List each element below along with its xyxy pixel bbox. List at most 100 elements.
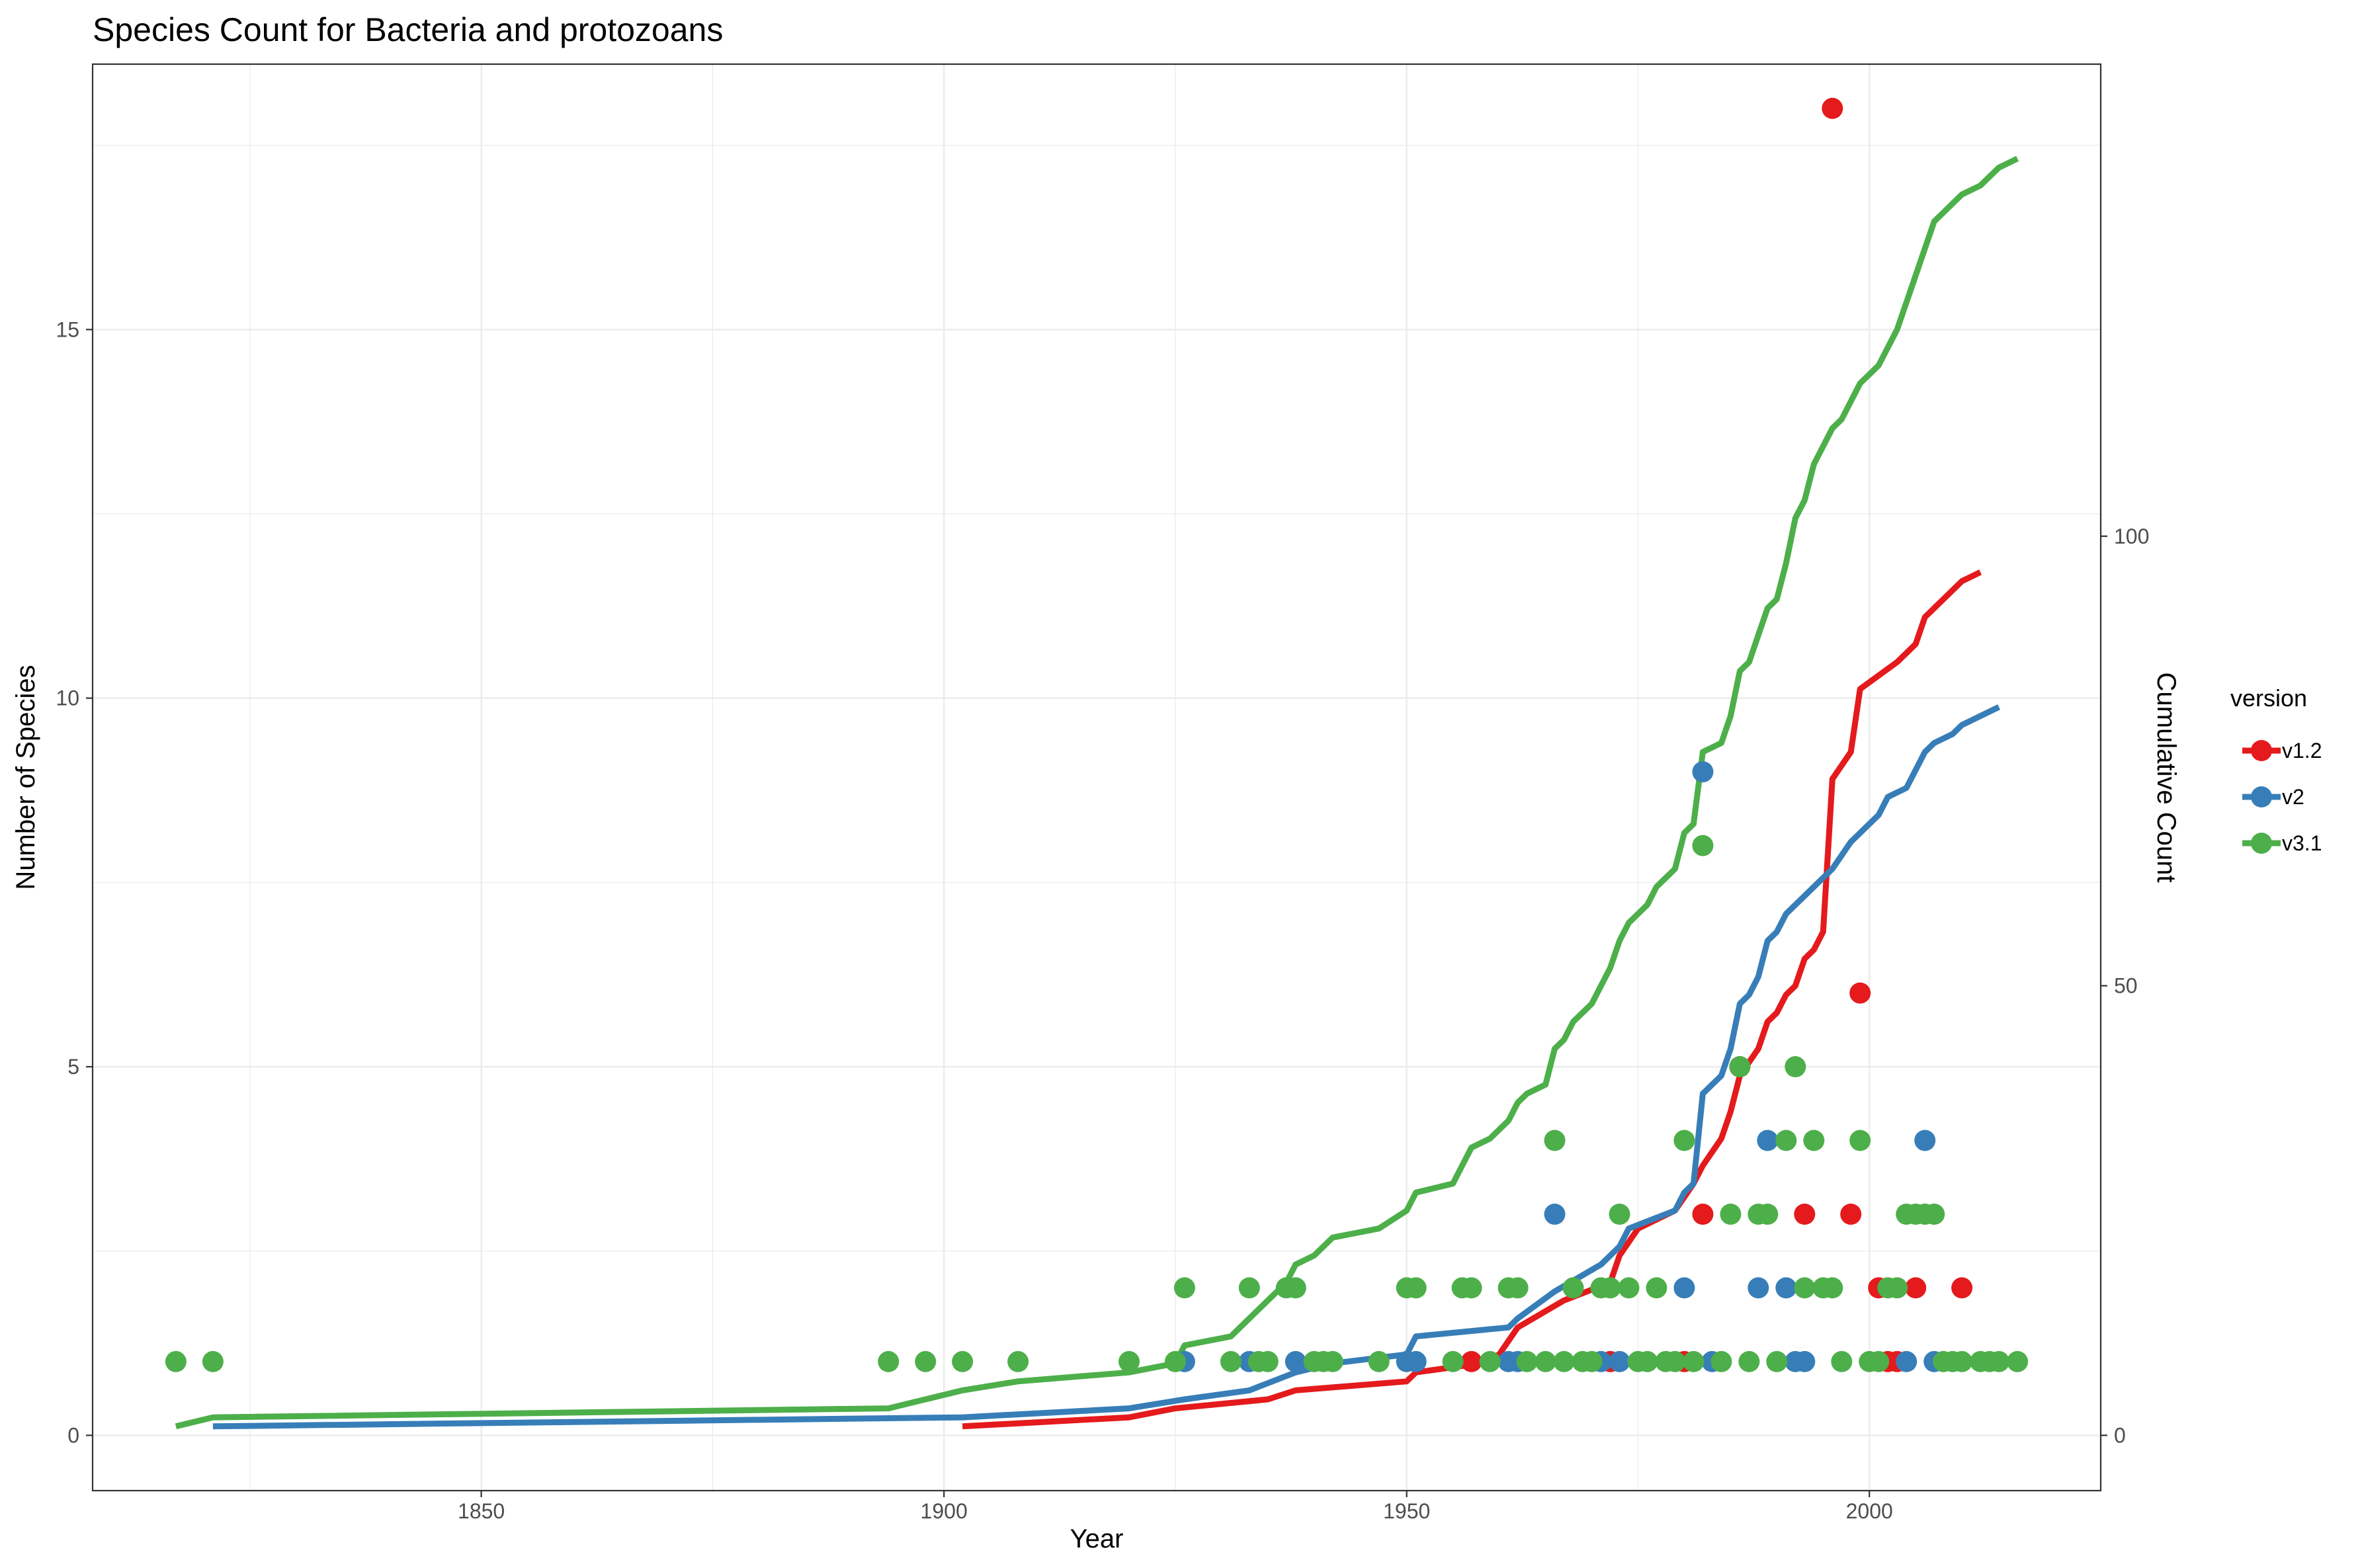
legend-key-point <box>2251 740 2272 761</box>
y-axis-title: Number of Species <box>11 665 40 889</box>
point-v1-2 <box>1849 982 1871 1004</box>
x-tick-label: 2000 <box>1846 1499 1893 1523</box>
point-v3-1 <box>1738 1350 1760 1372</box>
y-axis-right: 0 50 100 <box>2101 524 2149 1447</box>
point-v3-1 <box>1544 1130 1566 1151</box>
x-tick-label: 1900 <box>921 1499 968 1523</box>
point-v3-1 <box>1988 1350 2010 1372</box>
legend-key-v2 <box>2242 786 2281 807</box>
point-v3-1 <box>1535 1350 1556 1372</box>
point-v2 <box>1794 1350 1816 1372</box>
point-v2 <box>1673 1277 1695 1299</box>
point-v3-1 <box>1285 1277 1306 1299</box>
point-v2 <box>1748 1277 1769 1299</box>
point-v1-2 <box>1840 1204 1862 1225</box>
y-tick-label: 0 <box>67 1423 79 1447</box>
point-v3-1 <box>1673 1130 1695 1151</box>
point-v3-1 <box>1322 1350 1343 1372</box>
point-v3-1 <box>1775 1130 1797 1151</box>
y-tick-label: 15 <box>56 317 79 341</box>
y-tick-label: 10 <box>56 686 79 710</box>
point-v1-2 <box>1951 1277 1973 1299</box>
point-v2 <box>1285 1350 1306 1372</box>
point-v3-1 <box>1405 1277 1427 1299</box>
point-v3-1 <box>1599 1277 1621 1299</box>
point-v3-1 <box>1951 1350 1973 1372</box>
point-v3-1 <box>1923 1204 1945 1225</box>
point-v3-1 <box>952 1350 974 1372</box>
point-v3-1 <box>1636 1350 1658 1372</box>
point-v3-1 <box>1664 1350 1686 1372</box>
point-v3-1 <box>1822 1277 1843 1299</box>
legend-label-v1-2: v1.2 <box>2282 739 2322 763</box>
legend-key-v1-2 <box>2242 740 2281 761</box>
grid-major <box>93 64 2101 1491</box>
x-tick-label: 1850 <box>458 1499 505 1523</box>
point-v3-1 <box>1618 1277 1640 1299</box>
chart-title: Species Count for Bacteria and protozoan… <box>93 11 723 48</box>
point-v3-1 <box>2007 1350 2029 1372</box>
point-v3-1 <box>1581 1350 1603 1372</box>
point-v3-1 <box>1831 1350 1853 1372</box>
point-v2 <box>1757 1130 1779 1151</box>
legend-label-v2: v2 <box>2282 785 2304 809</box>
point-v3-1 <box>1729 1056 1751 1077</box>
grid-minor <box>93 64 2101 1491</box>
point-v3-1 <box>165 1350 187 1372</box>
point-v3-1 <box>1479 1350 1501 1372</box>
point-v3-1 <box>1460 1277 1482 1299</box>
point-v3-1 <box>1553 1350 1575 1372</box>
point-v2 <box>1405 1350 1427 1372</box>
point-v3-1 <box>1720 1204 1742 1225</box>
y2-tick-label: 100 <box>2114 524 2149 548</box>
point-v3-1 <box>1757 1204 1779 1225</box>
point-v3-1 <box>1646 1277 1667 1299</box>
y2-axis-title: Cumulative Count <box>2152 673 2181 883</box>
x-axis-title: Year <box>1070 1524 1124 1553</box>
plot-panel-border <box>91 63 2102 1492</box>
point-v3-1 <box>1609 1204 1630 1225</box>
point-v3-1 <box>1692 835 1714 856</box>
point-v3-1 <box>1173 1277 1195 1299</box>
point-v3-1 <box>1562 1277 1584 1299</box>
point-v2 <box>1609 1350 1630 1372</box>
point-v2 <box>1692 761 1714 783</box>
plot-panel <box>93 64 2101 1491</box>
point-v3-1 <box>1507 1277 1529 1299</box>
legend-key-point <box>2251 786 2272 807</box>
point-v3-1 <box>1118 1350 1140 1372</box>
x-axis: 1850 1900 1950 2000 <box>458 1491 1893 1523</box>
cumulative-line-v1-2 <box>962 569 1982 1430</box>
point-v3-1 <box>1257 1350 1279 1372</box>
point-v3-1 <box>1785 1056 1806 1077</box>
point-v3-1 <box>1442 1350 1464 1372</box>
x-tick-label: 1950 <box>1383 1499 1430 1523</box>
point-v2 <box>1914 1130 1936 1151</box>
legend-key-v3-1 <box>2242 833 2281 854</box>
point-v3-1 <box>1849 1130 1871 1151</box>
legend: version v1.2 v2 v3.1 <box>2230 684 2322 855</box>
point-v1-2 <box>1822 97 1843 119</box>
legend-title: version <box>2230 684 2307 712</box>
point-v1-2 <box>1460 1350 1482 1372</box>
point-v3-1 <box>1683 1350 1705 1372</box>
point-v3-1 <box>1007 1350 1029 1372</box>
point-v3-1 <box>1516 1350 1538 1372</box>
point-v3-1 <box>915 1350 937 1372</box>
point-v3-1 <box>1803 1130 1825 1151</box>
point-v1-2 <box>1905 1277 1927 1299</box>
y2-tick-label: 50 <box>2114 974 2138 998</box>
y-axis-left: 0 5 10 15 <box>56 317 93 1447</box>
point-v3-1 <box>1868 1350 1890 1372</box>
y-tick-label: 5 <box>67 1055 79 1079</box>
point-v3-1 <box>878 1350 900 1372</box>
point-v3-1 <box>1766 1350 1788 1372</box>
legend-key-point <box>2251 833 2272 854</box>
point-v3-1 <box>1710 1350 1732 1372</box>
point-v2 <box>1544 1204 1566 1225</box>
point-v1-2 <box>1794 1204 1816 1225</box>
point-v2 <box>1896 1350 1918 1372</box>
series-points <box>165 97 2029 1372</box>
point-v3-1 <box>1886 1277 1908 1299</box>
